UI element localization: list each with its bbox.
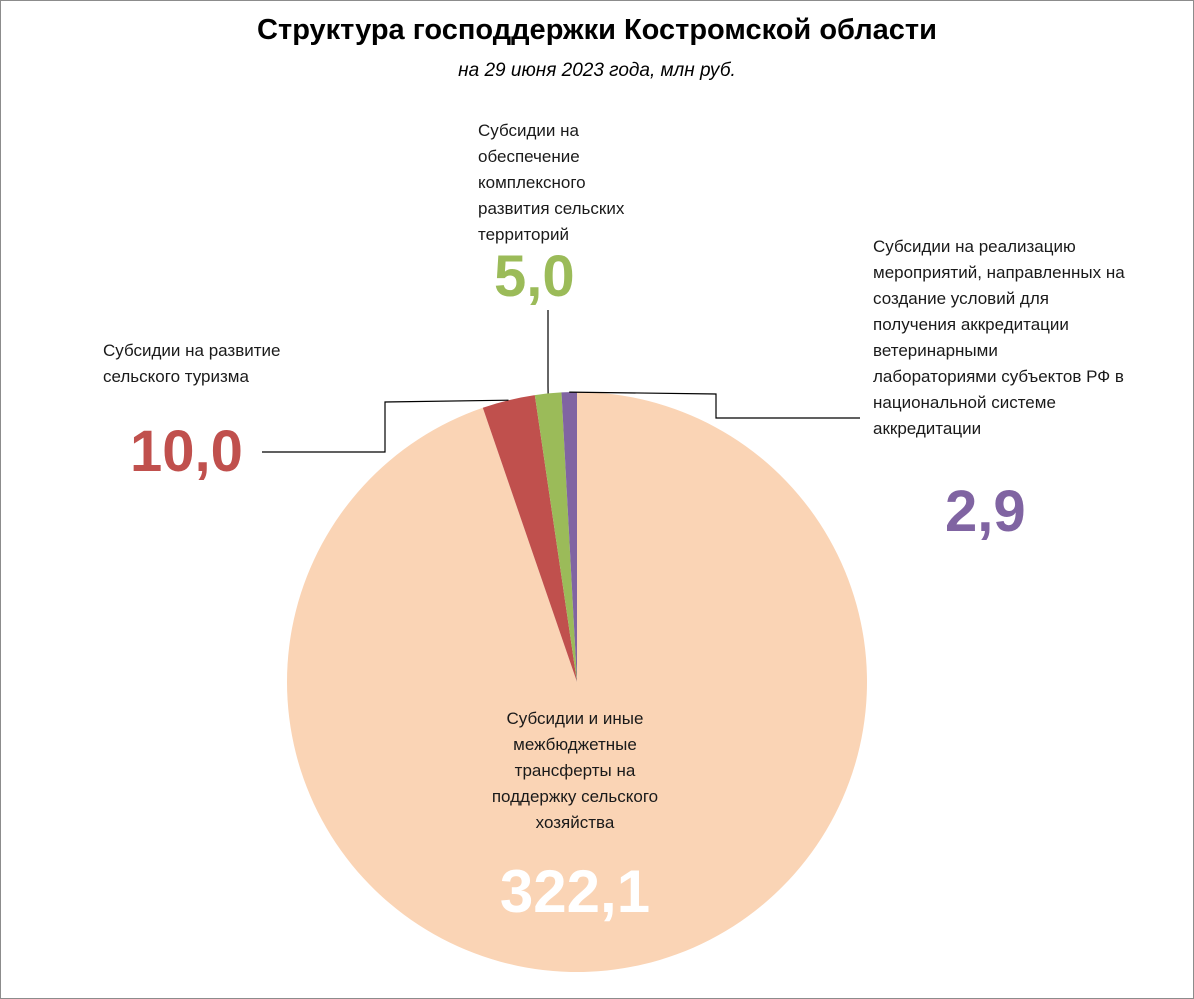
slice-value-rural-tourism: 10,0 (130, 419, 243, 484)
slice-label-line: сельского туризма (103, 367, 249, 386)
slice-label-line: Субсидии на (478, 121, 579, 140)
slice-label-line: комплексного (478, 173, 586, 192)
slice-label-line: обеспечение (478, 147, 580, 166)
slice-label-line: ветеринарными (873, 341, 998, 360)
chart-title: Структура господдержки Костромской облас… (257, 14, 937, 46)
slice-value-vet-accreditation: 2,9 (945, 479, 1026, 544)
chart-subtitle: на 29 июня 2023 года, млн руб. (458, 60, 736, 81)
slice-value-rural-territories: 5,0 (494, 244, 575, 309)
slice-label-agriculture: Субсидии и иные межбюджетные трансферты на… (440, 706, 710, 836)
slice-label-rural-tourism: Субсидии на развитие сельского туризма (103, 338, 333, 390)
slice-label-line: развития сельских (478, 199, 625, 218)
slice-label-line: Субсидии на реализацию (873, 237, 1076, 256)
leader-line-rural-tourism (262, 399, 509, 453)
slice-label-line: аккредитации (873, 419, 982, 438)
slice-label-line: поддержку сельского (491, 787, 659, 806)
pie-slice-agriculture (287, 392, 868, 972)
slice-label-line: трансферты на (514, 761, 636, 780)
pie-slice-vet-accreditation (561, 392, 577, 682)
slice-label-line: мероприятий, направленных на (873, 263, 1125, 282)
slice-label-line: получения аккредитации (873, 315, 1069, 334)
leader-line-vet-accreditation (569, 391, 860, 419)
slice-label-line: создание условий для (873, 289, 1049, 308)
slice-label-line: территорий (478, 225, 569, 244)
slice-label-line: Субсидии и иные (506, 709, 644, 728)
slice-label-line: Субсидии на развитие (103, 341, 281, 360)
slice-label-line: хозяйства (535, 813, 615, 832)
slice-label-rural-territories: Субсидии на обеспечение комплексного развит… (478, 118, 678, 248)
slice-label-line: лабораториями субъектов РФ в (873, 367, 1124, 386)
pie-slice-rural-territories (534, 392, 577, 682)
slice-label-line: межбюджетные (513, 735, 637, 754)
slice-value-agriculture: 322,1 (499, 858, 651, 925)
pie-slice-rural-tourism (482, 395, 577, 682)
slice-label-line: национальной системе (873, 393, 1056, 412)
slice-label-vet-accreditation: Субсидии на реализацию мероприятий, напра… (873, 234, 1173, 442)
